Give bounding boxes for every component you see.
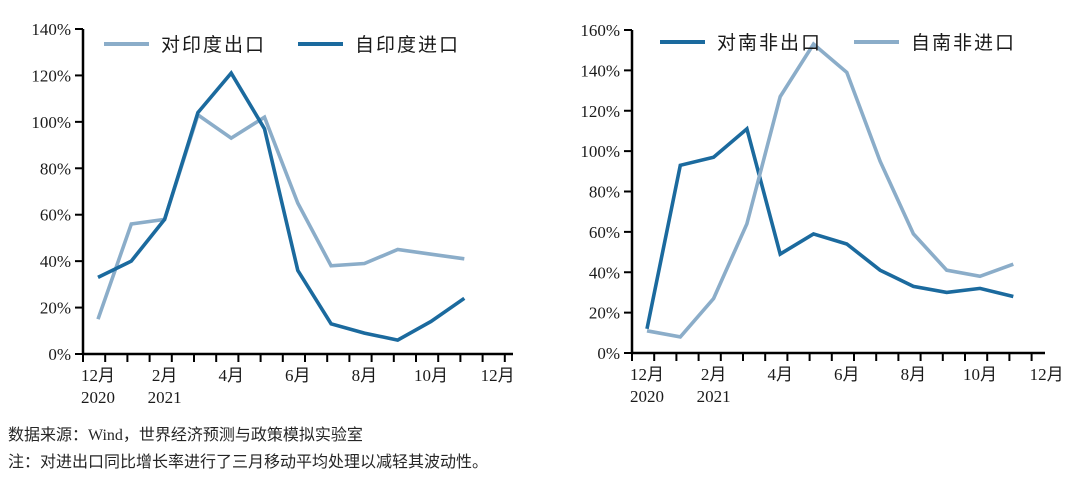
series-line-1 [97,70,466,343]
y-axis-tick-label: 0% [48,345,71,364]
x-axis-month-label: 8月 [901,365,927,384]
india-trade-chart: 0% 20% 40% 60% 80% 100% 120% 140% 12月 2020 2月 2021 4… [0,0,540,420]
y-axis-tick-label: 120% [31,66,71,85]
y-axis-tick-label: 80% [589,183,620,202]
y-axis-tick-label: 40% [589,263,620,282]
x-axis-month-label: 12月 [481,366,515,385]
x-axis-month-label: 12月 [630,365,664,384]
x-axis-month-label: 6月 [285,366,311,385]
x-axis-month-label: 12月 [81,366,115,385]
line-swatch-icon [298,41,344,46]
line-swatch-icon [104,41,149,46]
india-chart-legend: 对印度出口 自印度进口 [104,30,460,57]
south-africa-chart-legend: 对南非出口 自南非进口 [660,28,1016,55]
legend-item-india-exports: 对印度出口 [104,30,266,57]
india-chart-canvas: 0% 20% 40% 60% 80% 100% 120% 140% 12月 2020 2月 2021 4… [31,20,515,407]
y-axis-tick-label: 60% [40,206,71,225]
x-axis-month-label: 10月 [414,366,448,385]
x-axis-month-label: 2月 [701,365,727,384]
series-line-1 [646,41,1014,339]
x-axis-month-label: 12月 [1030,365,1064,384]
legend-item-sa-exports: 对南非出口 [660,28,822,55]
x-axis-month-label: 8月 [352,366,378,385]
x-axis-month-label: 2月 [152,366,178,385]
y-axis-tick-label: 100% [580,142,620,161]
legend-item-sa-imports: 自南非进口 [854,28,1016,55]
x-axis-year-label: 2020 [81,388,115,407]
legend-label: 对印度出口 [161,35,267,56]
south-africa-chart-canvas: 0% 20% 40% 60% 80% 100% 120% 140% 160% 12月 2020 2月 2… [580,21,1064,406]
y-axis-tick-label: 80% [40,159,71,178]
y-axis-tick-label: 40% [40,252,71,271]
x-axis-month-label: 10月 [963,365,997,384]
line-swatch-icon [854,39,900,44]
y-axis-tick-label: 160% [580,21,620,40]
y-axis-tick-label: 100% [31,113,71,132]
caption-source-line: 数据来源：Wind，世界经济预测与政策模拟实验室 [8,427,363,444]
series-line-0 [96,112,465,320]
x-axis-month-label: 4月 [218,366,244,385]
legend-label: 自印度进口 [355,35,461,56]
y-axis-tick-label: 0% [597,344,620,363]
legend-label: 对南非出口 [717,33,823,54]
x-axis-year-label: 2021 [697,387,731,406]
line-swatch-icon [660,39,705,44]
y-axis-tick-label: 140% [31,20,71,39]
y-axis-tick-label: 140% [580,61,620,80]
y-axis-tick-label: 20% [40,299,71,318]
x-axis-year-label: 2021 [148,388,182,407]
y-axis-tick-label: 120% [580,102,620,121]
series-line-0 [645,125,1014,330]
charts-row: 0% 20% 40% 60% 80% 100% 120% 140% 12月 2020 2月 2021 4… [0,0,1080,420]
y-axis-tick-label: 20% [589,304,620,323]
legend-label: 自南非进口 [911,33,1017,54]
legend-item-india-imports: 自印度进口 [298,30,460,57]
x-axis-month-label: 6月 [834,365,860,384]
y-axis-tick-label: 60% [589,223,620,242]
south-africa-trade-chart: 0% 20% 40% 60% 80% 100% 120% 140% 160% 12月 2020 2月 2… [540,0,1080,420]
figure-caption: 数据来源：Wind，世界经济预测与政策模拟实验室 注：对进出口同比增长率进行了三… [8,422,488,476]
x-axis-year-label: 2020 [630,387,664,406]
caption-note-line: 注：对进出口同比增长率进行了三月移动平均处理以减轻其波动性。 [8,454,489,471]
x-axis-month-label: 4月 [767,365,793,384]
